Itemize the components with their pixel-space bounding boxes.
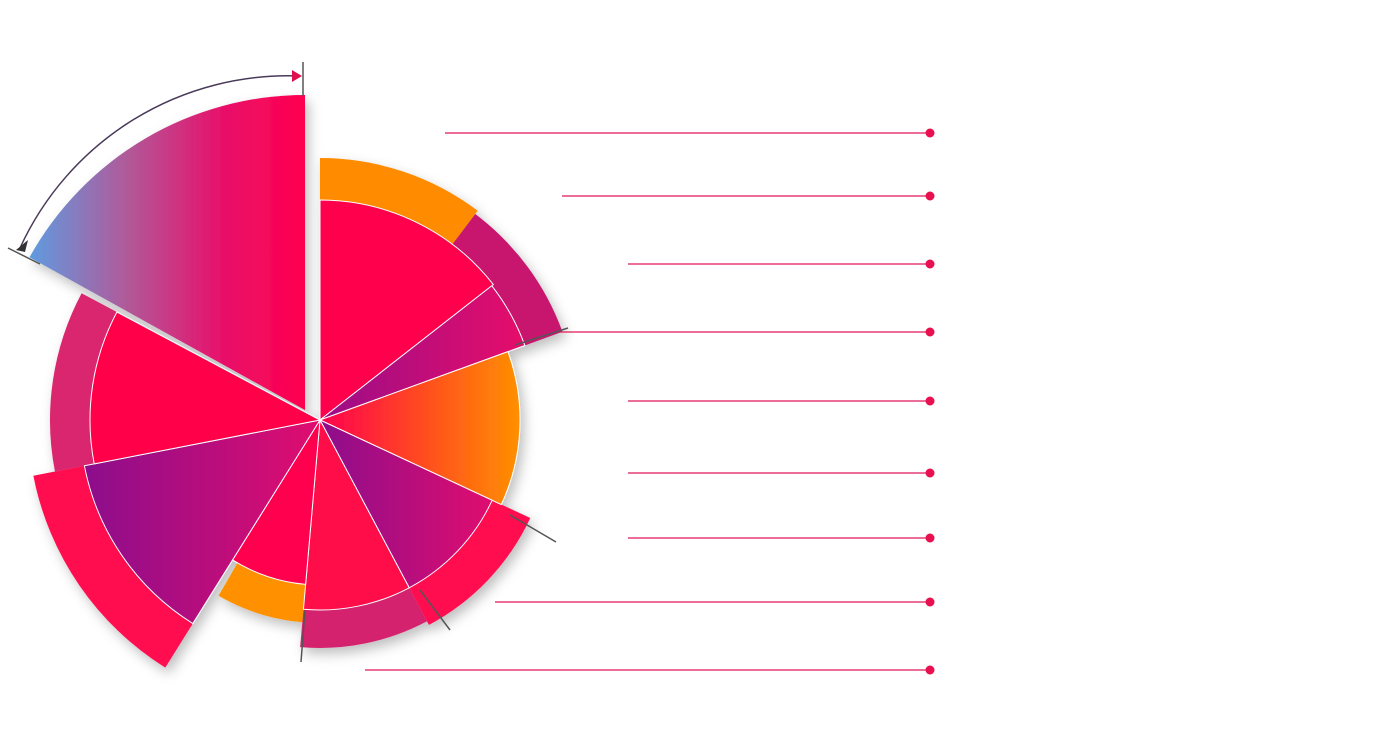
leader-dot <box>925 259 935 269</box>
divider <box>514 327 569 346</box>
arrow-head <box>16 240 28 252</box>
outer-band <box>409 500 531 625</box>
outer-band <box>451 213 563 346</box>
outer-band <box>300 587 428 648</box>
outer-band <box>320 158 478 246</box>
arrow-head <box>292 70 302 82</box>
leader-dot <box>925 533 935 543</box>
wedge <box>318 418 493 589</box>
wedge <box>319 285 526 421</box>
leader-dot <box>925 396 935 406</box>
divider <box>509 514 557 543</box>
divider <box>300 609 306 663</box>
wedge <box>83 419 322 625</box>
arc-arrow <box>19 75 301 249</box>
outer-band <box>49 293 119 472</box>
wedges <box>29 95 563 668</box>
wedge <box>302 418 410 611</box>
wedge <box>89 311 322 465</box>
wedge <box>319 199 495 422</box>
divider <box>7 247 41 265</box>
wedge <box>318 350 521 506</box>
leader-dot <box>925 327 935 337</box>
outer-band <box>33 465 193 668</box>
leader-dot <box>925 191 935 201</box>
outer-band <box>218 562 306 623</box>
leader-dot <box>925 468 935 478</box>
exploded-wedge <box>29 95 306 410</box>
leader-dot <box>925 597 935 607</box>
leader-dot <box>925 128 935 138</box>
leader-lines <box>365 128 935 675</box>
leader-dot <box>925 665 935 675</box>
divider <box>419 589 451 631</box>
